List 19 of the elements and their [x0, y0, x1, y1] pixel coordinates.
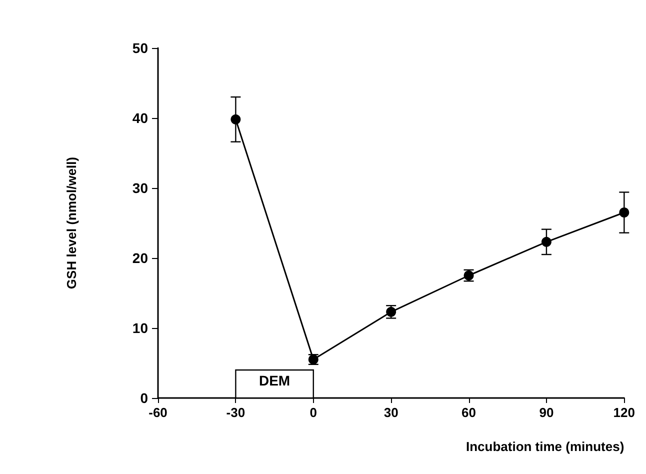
y-tick-label: 0 — [140, 390, 148, 406]
x-tick-label: 90 — [539, 405, 554, 420]
band-label: DEM — [258, 372, 290, 388]
y-axis-title: GSH level (nmol/well) — [64, 156, 79, 290]
point — [619, 208, 630, 218]
x-tick-label: -60 — [148, 405, 168, 420]
point — [230, 114, 241, 124]
x-tick-label: 120 — [613, 405, 636, 420]
y-tick-label: 10 — [132, 320, 148, 336]
y-tick-label: 20 — [132, 250, 148, 266]
x-axis-title: Incubation time (minutes) — [466, 439, 624, 454]
y-tick-label: 50 — [132, 40, 148, 56]
x-tick-label: 60 — [462, 405, 476, 420]
point — [541, 236, 552, 247]
y-tick-label: 40 — [132, 110, 148, 126]
x-tick-label: -30 — [226, 405, 246, 420]
x-tick-label: 30 — [384, 405, 398, 420]
x-tick-label: 0 — [310, 405, 317, 420]
y-tick-label: 30 — [132, 180, 148, 196]
